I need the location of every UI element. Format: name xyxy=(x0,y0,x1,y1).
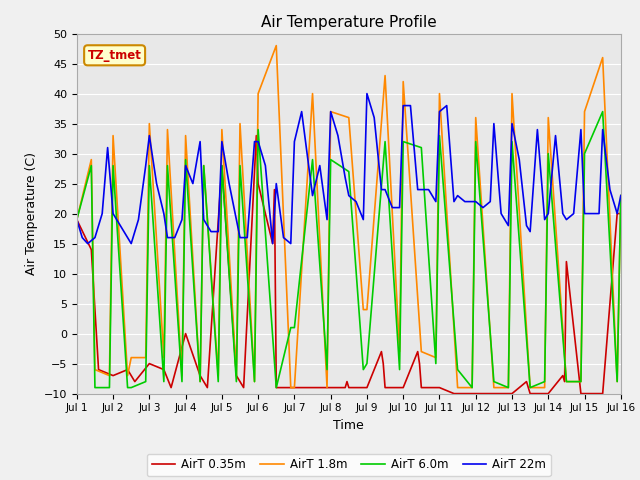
Line: AirT 6.0m: AirT 6.0m xyxy=(77,111,621,387)
AirT 6.0m xyxy=(182,156,189,162)
AirT 22m xyxy=(468,199,476,204)
AirT 6.0m xyxy=(617,192,625,199)
AirT 0.35m xyxy=(341,384,349,390)
AirT 6.0m xyxy=(613,379,621,384)
X-axis label: Time: Time xyxy=(333,419,364,432)
AirT 1.8m xyxy=(617,192,625,199)
AirT 1.8m xyxy=(73,216,81,222)
Line: AirT 0.35m: AirT 0.35m xyxy=(77,135,621,394)
AirT 22m xyxy=(541,216,548,222)
AirT 1.8m xyxy=(472,115,479,120)
AirT 1.8m xyxy=(178,372,186,378)
AirT 22m xyxy=(606,187,614,192)
Line: AirT 1.8m: AirT 1.8m xyxy=(77,46,621,387)
AirT 0.35m xyxy=(378,348,385,354)
AirT 22m xyxy=(617,192,625,199)
AirT 6.0m xyxy=(468,384,476,390)
Line: AirT 22m: AirT 22m xyxy=(77,94,621,243)
AirT 1.8m xyxy=(613,379,621,384)
AirT 0.35m xyxy=(452,391,460,396)
AirT 6.0m xyxy=(232,379,240,384)
AirT 22m xyxy=(552,132,559,138)
Title: Air Temperature Profile: Air Temperature Profile xyxy=(261,15,436,30)
AirT 6.0m xyxy=(73,216,81,222)
AirT 22m xyxy=(243,235,251,240)
Legend: AirT 0.35m, AirT 1.8m, AirT 6.0m, AirT 22m: AirT 0.35m, AirT 1.8m, AirT 6.0m, AirT 2… xyxy=(147,454,550,476)
AirT 0.35m xyxy=(399,384,407,390)
AirT 6.0m xyxy=(91,384,99,390)
AirT 1.8m xyxy=(287,384,294,390)
AirT 0.35m xyxy=(450,391,458,396)
AirT 0.35m xyxy=(167,384,175,390)
AirT 22m xyxy=(84,240,92,247)
AirT 1.8m xyxy=(273,43,280,48)
AirT 1.8m xyxy=(436,91,444,96)
AirT 6.0m xyxy=(432,361,440,367)
AirT 0.35m xyxy=(617,211,625,216)
AirT 6.0m xyxy=(599,108,607,114)
AirT 22m xyxy=(73,216,81,222)
AirT 0.35m xyxy=(252,132,260,138)
AirT 6.0m xyxy=(218,163,226,168)
AirT 1.8m xyxy=(218,127,226,132)
AirT 22m xyxy=(153,180,161,186)
AirT 22m xyxy=(363,91,371,96)
Text: TZ_tmet: TZ_tmet xyxy=(88,49,141,62)
AirT 0.35m xyxy=(436,384,444,390)
AirT 0.35m xyxy=(73,216,81,222)
AirT 1.8m xyxy=(214,372,222,378)
Y-axis label: Air Temperature (C): Air Temperature (C) xyxy=(25,152,38,275)
